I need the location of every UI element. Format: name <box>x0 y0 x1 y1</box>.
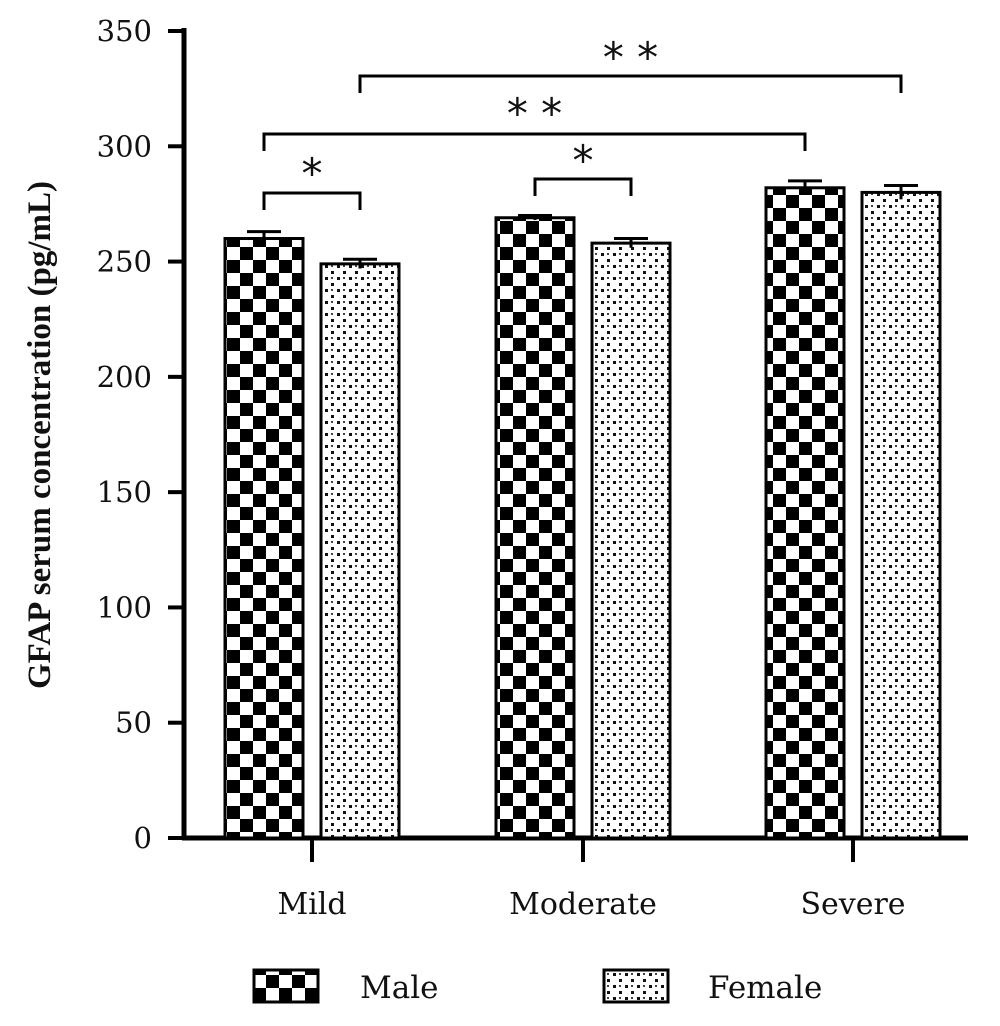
significance-bracket-1 <box>262 191 362 210</box>
x-ticks: Mild Moderate Severe <box>277 838 906 922</box>
legend: Male Female <box>252 968 822 1006</box>
x-tick-label-severe: Severe <box>800 887 905 922</box>
legend-swatch-female <box>602 968 670 1004</box>
x-tick-label-moderate: Moderate <box>509 887 657 922</box>
bar-female-mild <box>319 262 401 840</box>
y-tick-label-350: 350 <box>97 14 152 48</box>
significance-bracket-3 <box>262 132 807 151</box>
y-tick-label-300: 300 <box>97 129 152 163</box>
significance-label-4: * * <box>603 33 658 82</box>
y-tick-label-100: 100 <box>97 590 152 624</box>
y-tick-label-200: 200 <box>97 360 152 394</box>
error-bars <box>247 179 918 269</box>
bar-male-moderate <box>494 216 576 840</box>
y-tick-label-150: 150 <box>97 475 152 509</box>
y-tick-label-50: 50 <box>115 706 152 740</box>
significance-label-1: * <box>302 149 323 198</box>
bars <box>223 186 942 840</box>
bar-male-mild <box>223 237 305 840</box>
bar-female-severe <box>860 190 942 840</box>
legend-swatch-male <box>252 968 320 1004</box>
significance-brackets: * ** ** * <box>262 33 903 210</box>
bar-male-severe <box>764 186 846 840</box>
y-ticks: 0 50 100 150 200 250 300 350 <box>97 14 184 855</box>
significance-label-2: * <box>573 136 594 185</box>
x-tick-label-mild: Mild <box>277 887 346 922</box>
significance-bracket-2 <box>533 177 633 196</box>
significance-bracket-4 <box>358 74 903 93</box>
bar-female-moderate <box>590 241 672 840</box>
legend-label-male: Male <box>360 970 438 1006</box>
y-tick-label-0: 0 <box>134 821 152 855</box>
y-axis-title: GFAP serum concentration (pg/mL) <box>22 181 58 689</box>
y-tick-label-250: 250 <box>97 245 152 279</box>
legend-label-female: Female <box>708 970 822 1006</box>
significance-label-3: * * <box>507 89 562 138</box>
